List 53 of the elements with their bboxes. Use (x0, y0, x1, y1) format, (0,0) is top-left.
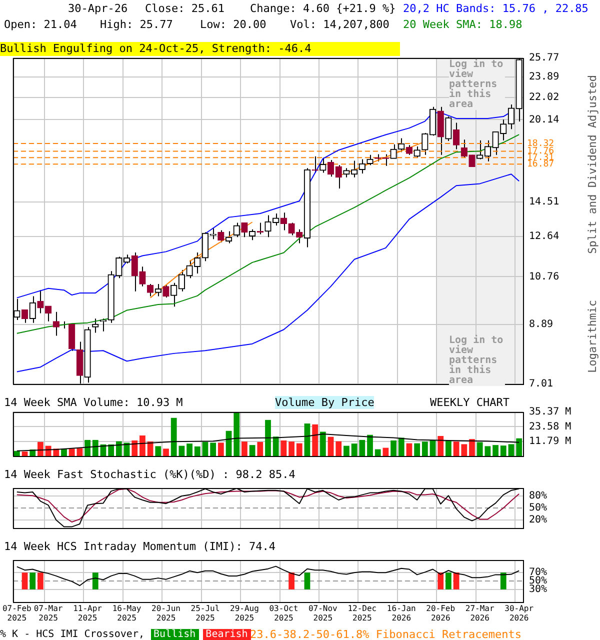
text: 30-Apr-26 (68, 2, 128, 15)
y-tick-label: 80% (529, 490, 548, 502)
x-tick-label: 07-Mar 2025 (34, 604, 63, 622)
y-axis-title: Split and Dividend Adjusted (586, 75, 599, 254)
chart-subtitle: Bullish Engulfing on 24-Oct-25, Strength: -46.4 (0, 42, 400, 56)
text: Bearish (202, 629, 251, 640)
text: 23.6-38.2-50-61.8% Fibonacci Retracements (250, 628, 522, 640)
text: Change: 4.60 {+21.9 %} (250, 2, 396, 15)
text: Low: 20.00 (200, 18, 266, 31)
chart-title: 14 Week HCS Intraday Momentum (IMI): 74.4 (4, 540, 276, 553)
x-tick-label: 03-Oct 2025 (269, 604, 298, 622)
x-tick-label: 27-Mar 2026 (465, 604, 494, 622)
x-tick-label: 30-Apr 2026 (504, 604, 534, 622)
x-tick-label: 25-Jul 2025 (190, 604, 220, 622)
y-tick-label: 23.89 (529, 72, 560, 83)
text: Open: 21.04 (4, 18, 77, 31)
y-tick-label: 25.77 (529, 52, 560, 64)
y-tick-label: 8.89 (529, 319, 554, 330)
text: Bullish (150, 629, 199, 640)
y-tick-label: 10.76 (529, 271, 560, 282)
x-tick-label: 07-Feb 2025 (2, 604, 32, 622)
text: 20,2 HC Bands: 15.76 , 22.85 (403, 2, 588, 15)
text: Vol: 14,207,800 (290, 18, 390, 31)
x-tick-label: 16-May 2025 (112, 604, 142, 622)
x-tick-label: 11-Apr 2025 (73, 604, 102, 622)
chart-title: 14 Week Fast Stochastic (%K)(%D) : 98.2 85.4 (4, 468, 296, 481)
x-tick-label: 20-Feb 2026 (426, 604, 456, 622)
y-tick-label: 20.14 (529, 114, 560, 126)
y-tick-label: 35.37 M (529, 406, 572, 418)
y-tick-label: 30% (529, 584, 548, 595)
chart-title: 14 Week SMA Volume: 10.93 M (4, 396, 183, 409)
text: WEEKLY CHART (430, 396, 510, 409)
annotation: Log in to view patterns in this area (449, 59, 505, 110)
x-tick-label: 12-Dec 2025 (348, 604, 377, 622)
text: 20 Week SMA: 18.98 (403, 18, 522, 31)
text: Volume By Price (275, 396, 374, 409)
y-tick-label: 12.64 (529, 230, 560, 242)
y-tick-label: 22.02 (529, 92, 560, 103)
y-tick-label: 14.51 (529, 196, 560, 208)
annotation: Log in to view patterns in this area (449, 335, 505, 386)
legend-title: % K - HCS IMI Crossover, (0, 629, 146, 640)
y-tick-label: 11.79 M (529, 436, 572, 447)
y-tick-label: 23.58 M (529, 421, 572, 432)
text: Close: 25.61 (145, 2, 224, 15)
x-tick-label: 20-Jun 2025 (152, 604, 181, 622)
y-tick-label: 50% (529, 502, 548, 514)
text: High: 25.77 (100, 18, 173, 31)
text: Logarithmic (586, 300, 599, 373)
x-tick-label: 07-Nov 2025 (308, 604, 338, 622)
y-tick-label: 7.01 (529, 378, 554, 390)
x-tick-label: 29-Aug 2025 (230, 604, 260, 622)
x-tick-label: 16-Jan 2026 (386, 604, 416, 622)
y-tick-label: 20% (529, 514, 548, 526)
